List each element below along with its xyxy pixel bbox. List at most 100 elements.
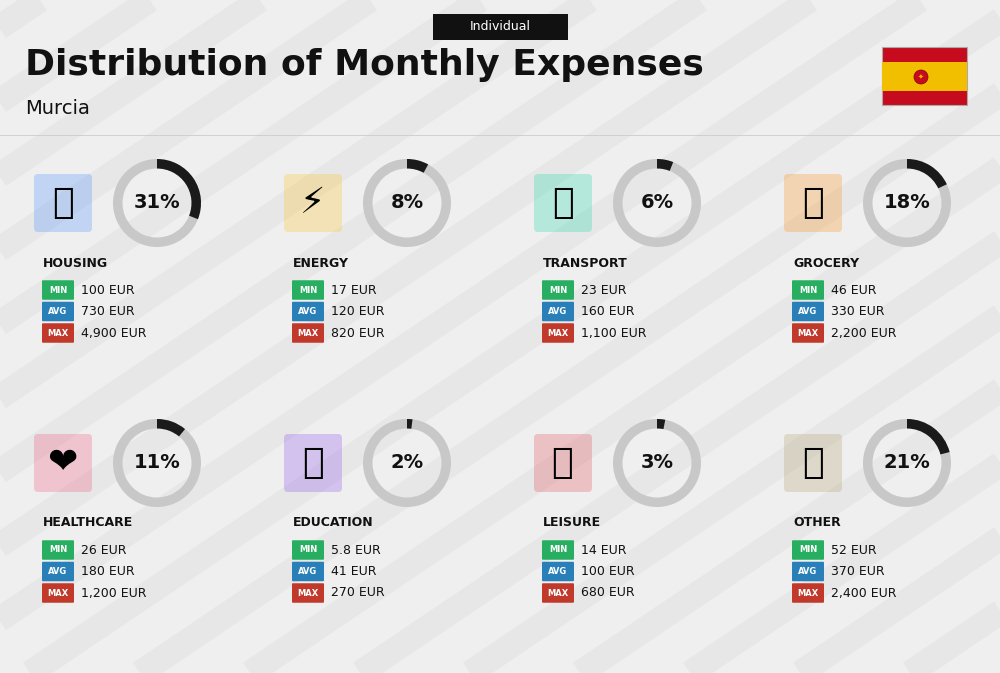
FancyBboxPatch shape bbox=[432, 14, 568, 40]
FancyBboxPatch shape bbox=[784, 174, 842, 232]
FancyBboxPatch shape bbox=[292, 302, 324, 321]
Text: ✦: ✦ bbox=[918, 74, 924, 80]
Text: MAX: MAX bbox=[297, 328, 319, 337]
Text: 180 EUR: 180 EUR bbox=[81, 565, 135, 578]
Text: GROCERY: GROCERY bbox=[793, 256, 859, 269]
FancyBboxPatch shape bbox=[882, 61, 967, 90]
Text: ENERGY: ENERGY bbox=[293, 256, 349, 269]
FancyBboxPatch shape bbox=[792, 280, 824, 299]
Wedge shape bbox=[113, 159, 201, 247]
Text: 160 EUR: 160 EUR bbox=[581, 305, 635, 318]
Wedge shape bbox=[157, 419, 185, 436]
Text: MIN: MIN bbox=[49, 285, 67, 295]
Text: 🚌: 🚌 bbox=[552, 186, 574, 220]
Text: AVG: AVG bbox=[548, 567, 568, 576]
Text: AVG: AVG bbox=[798, 567, 818, 576]
Text: 26 EUR: 26 EUR bbox=[81, 544, 126, 557]
Text: MAX: MAX bbox=[797, 588, 819, 598]
Text: EDUCATION: EDUCATION bbox=[293, 516, 374, 530]
FancyBboxPatch shape bbox=[292, 583, 324, 603]
FancyBboxPatch shape bbox=[42, 302, 74, 321]
Text: 270 EUR: 270 EUR bbox=[331, 586, 385, 600]
Text: 370 EUR: 370 EUR bbox=[831, 565, 885, 578]
FancyBboxPatch shape bbox=[284, 174, 342, 232]
FancyBboxPatch shape bbox=[42, 280, 74, 299]
Text: 5.8 EUR: 5.8 EUR bbox=[331, 544, 381, 557]
FancyBboxPatch shape bbox=[292, 280, 324, 299]
Text: 680 EUR: 680 EUR bbox=[581, 586, 635, 600]
Wedge shape bbox=[363, 159, 451, 247]
FancyBboxPatch shape bbox=[792, 583, 824, 603]
Text: MAX: MAX bbox=[297, 588, 319, 598]
Text: 2%: 2% bbox=[390, 454, 424, 472]
FancyBboxPatch shape bbox=[784, 434, 842, 492]
Text: 1,200 EUR: 1,200 EUR bbox=[81, 586, 146, 600]
Text: Murcia: Murcia bbox=[25, 98, 90, 118]
Text: AVG: AVG bbox=[298, 567, 318, 576]
Text: MAX: MAX bbox=[47, 328, 69, 337]
Wedge shape bbox=[113, 419, 201, 507]
Text: OTHER: OTHER bbox=[793, 516, 841, 530]
Text: MIN: MIN bbox=[299, 546, 317, 555]
Text: ⚡: ⚡ bbox=[300, 186, 326, 220]
FancyBboxPatch shape bbox=[792, 302, 824, 321]
FancyBboxPatch shape bbox=[542, 302, 574, 321]
FancyBboxPatch shape bbox=[292, 562, 324, 581]
Text: HOUSING: HOUSING bbox=[43, 256, 108, 269]
Text: 🛍️: 🛍️ bbox=[552, 446, 574, 480]
Wedge shape bbox=[407, 159, 428, 173]
Wedge shape bbox=[657, 419, 665, 429]
Text: 31%: 31% bbox=[134, 194, 180, 213]
FancyBboxPatch shape bbox=[534, 434, 592, 492]
Text: AVG: AVG bbox=[298, 307, 318, 316]
FancyBboxPatch shape bbox=[792, 562, 824, 581]
FancyBboxPatch shape bbox=[292, 323, 324, 343]
Text: 52 EUR: 52 EUR bbox=[831, 544, 877, 557]
FancyBboxPatch shape bbox=[34, 434, 92, 492]
FancyBboxPatch shape bbox=[34, 174, 92, 232]
FancyBboxPatch shape bbox=[534, 174, 592, 232]
Wedge shape bbox=[157, 159, 201, 219]
FancyBboxPatch shape bbox=[792, 323, 824, 343]
Text: LEISURE: LEISURE bbox=[543, 516, 601, 530]
Text: 1,100 EUR: 1,100 EUR bbox=[581, 326, 646, 339]
FancyBboxPatch shape bbox=[882, 47, 967, 105]
Text: MIN: MIN bbox=[299, 285, 317, 295]
FancyBboxPatch shape bbox=[42, 562, 74, 581]
Text: 21%: 21% bbox=[884, 454, 930, 472]
FancyBboxPatch shape bbox=[542, 540, 574, 560]
Text: 730 EUR: 730 EUR bbox=[81, 305, 135, 318]
Text: HEALTHCARE: HEALTHCARE bbox=[43, 516, 133, 530]
FancyBboxPatch shape bbox=[542, 280, 574, 299]
Text: MAX: MAX bbox=[47, 588, 69, 598]
Text: 46 EUR: 46 EUR bbox=[831, 283, 876, 297]
FancyBboxPatch shape bbox=[542, 583, 574, 603]
Text: MIN: MIN bbox=[799, 285, 817, 295]
Text: 100 EUR: 100 EUR bbox=[81, 283, 135, 297]
Text: 330 EUR: 330 EUR bbox=[831, 305, 885, 318]
FancyBboxPatch shape bbox=[42, 323, 74, 343]
Text: 820 EUR: 820 EUR bbox=[331, 326, 385, 339]
FancyBboxPatch shape bbox=[542, 562, 574, 581]
Wedge shape bbox=[657, 159, 673, 171]
Text: 23 EUR: 23 EUR bbox=[581, 283, 626, 297]
Text: MIN: MIN bbox=[799, 546, 817, 555]
Wedge shape bbox=[363, 419, 451, 507]
Text: 8%: 8% bbox=[390, 194, 424, 213]
FancyBboxPatch shape bbox=[42, 540, 74, 560]
Wedge shape bbox=[907, 419, 950, 454]
Wedge shape bbox=[863, 159, 951, 247]
FancyBboxPatch shape bbox=[42, 583, 74, 603]
FancyBboxPatch shape bbox=[792, 540, 824, 560]
Text: 14 EUR: 14 EUR bbox=[581, 544, 626, 557]
Text: TRANSPORT: TRANSPORT bbox=[543, 256, 628, 269]
Text: AVG: AVG bbox=[798, 307, 818, 316]
Text: MIN: MIN bbox=[49, 546, 67, 555]
Text: Distribution of Monthly Expenses: Distribution of Monthly Expenses bbox=[25, 48, 704, 82]
Text: 100 EUR: 100 EUR bbox=[581, 565, 635, 578]
Circle shape bbox=[914, 70, 928, 84]
Text: 🏢: 🏢 bbox=[52, 186, 74, 220]
Text: 18%: 18% bbox=[884, 194, 930, 213]
Text: 41 EUR: 41 EUR bbox=[331, 565, 376, 578]
Text: 11%: 11% bbox=[134, 454, 180, 472]
